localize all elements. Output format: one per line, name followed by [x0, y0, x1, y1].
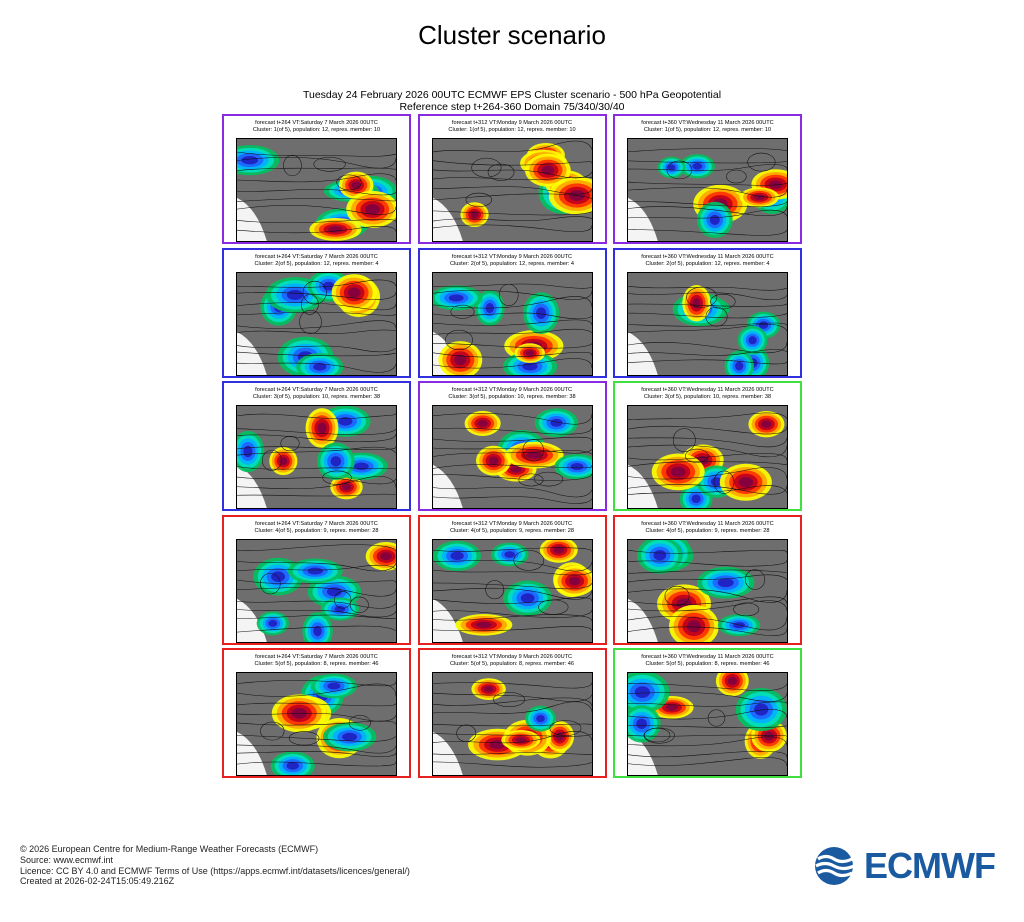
footer: © 2026 European Centre for Medium-Range … [20, 844, 410, 887]
geopotential-anomaly-map [236, 538, 397, 643]
panel-cluster-label: Cluster: 1(of 5), population: 12, repres… [643, 127, 772, 133]
cluster-panel: forecast t+264 VT:Saturday 7 March 2026 … [222, 114, 411, 244]
geopotential-anomaly-map [236, 271, 397, 376]
cluster-panel: forecast t+264 VT:Saturday 7 March 2026 … [222, 514, 411, 645]
logo-text: ECMWF [864, 845, 996, 886]
cluster-panel: forecast t+312 VT:Monday 9 March 2026 00… [417, 247, 607, 378]
cluster-panel: forecast t+312 VT:Monday 9 March 2026 00… [417, 648, 607, 778]
geopotential-anomaly-map [431, 405, 593, 509]
chart-subtitle: Tuesday 24 February 2026 00UTC ECMWF EPS… [302, 89, 722, 101]
panel-forecast-label: forecast t+360 VT:Wednesday 11 March 202… [641, 520, 774, 527]
panel-cluster-label: Cluster: 2(of 5), population: 12, repres… [645, 260, 770, 267]
ecmwf-logo: ECMWF [812, 846, 1008, 886]
cluster-panel-grid: forecast t+264 VT:Saturday 7 March 2026 … [222, 114, 802, 778]
footer-source: Source: www.ecmwf.int [20, 854, 114, 865]
panel-forecast-label: forecast t+360 VT:Wednesday 11 March 202… [641, 654, 774, 660]
cluster-panel: forecast t+360 VT:Wednesday 11 March 202… [613, 514, 802, 645]
panel-forecast-label: forecast t+360 VT:Wednesday 11 March 202… [641, 120, 774, 126]
cluster-panel: forecast t+312 VT:Monday 9 March 2026 00… [417, 114, 607, 244]
panel-forecast-label: forecast t+360 VT:Wednesday 11 March 202… [641, 253, 774, 260]
cluster-panel: forecast t+360 VT:Wednesday 11 March 202… [613, 381, 802, 511]
geopotential-anomaly-map [627, 138, 788, 242]
geopotential-anomaly-map [431, 138, 593, 242]
panel-forecast-label: forecast t+312 VT:Monday 9 March 2026 00… [451, 520, 573, 527]
footer-created: Created at 2026-02-24T15:05:49.216Z [20, 876, 175, 887]
cluster-panel: forecast t+312 VT:Monday 9 March 2026 00… [417, 514, 607, 645]
panel-cluster-label: Cluster: 4(of 5), population: 9, repres.… [449, 527, 575, 534]
cluster-panel: forecast t+360 VT:Wednesday 11 March 202… [613, 114, 802, 244]
geopotential-anomaly-map [431, 672, 593, 776]
panel-forecast-label: forecast t+312 VT:Monday 9 March 2026 00… [451, 654, 573, 660]
panel-cluster-label: Cluster: 5(of 5), population: 8, repres.… [645, 661, 770, 667]
panel-cluster-label: Cluster: 3(of 5), population: 10, repres… [448, 394, 576, 400]
panel-forecast-label: forecast t+264 VT:Saturday 7 March 2026 … [255, 520, 378, 527]
geopotential-anomaly-map [627, 405, 788, 509]
panel-cluster-label: Cluster: 3(of 5), population: 10, repres… [252, 394, 381, 400]
geopotential-anomaly-map [236, 405, 397, 509]
geopotential-anomaly-map [431, 538, 593, 643]
geopotential-anomaly-map [431, 271, 593, 376]
footer-licence: Licence: CC BY 4.0 and ECMWF Terms of Us… [20, 865, 410, 876]
panel-forecast-label: forecast t+312 VT:Monday 9 March 2026 00… [451, 120, 573, 126]
panel-cluster-label: Cluster: 1(of 5), population: 12, repres… [448, 127, 576, 133]
geopotential-anomaly-map [236, 138, 397, 242]
chart-reference-step: Reference step t+264-360 Domain 75/340/3… [399, 101, 625, 113]
page-title: Cluster scenario [418, 20, 606, 50]
cluster-panel: forecast t+264 VT:Saturday 7 March 2026 … [222, 381, 411, 511]
cluster-panel: forecast t+360 VT:Wednesday 11 March 202… [613, 648, 802, 778]
panel-forecast-label: forecast t+264 VT:Saturday 7 March 2026 … [255, 253, 378, 260]
cluster-panel: forecast t+264 VT:Saturday 7 March 2026 … [222, 247, 411, 378]
panel-cluster-label: Cluster: 2(of 5), population: 12, repres… [254, 260, 379, 267]
panel-cluster-label: Cluster: 4(of 5), population: 9, repres.… [645, 527, 770, 534]
panel-cluster-label: Cluster: 4(of 5), population: 9, repres.… [254, 527, 379, 534]
panel-forecast-label: forecast t+264 VT:Saturday 7 March 2026 … [255, 387, 378, 393]
footer-copyright: © 2026 European Centre for Medium-Range … [20, 844, 319, 854]
panel-forecast-label: forecast t+264 VT:Saturday 7 March 2026 … [255, 120, 378, 126]
cluster-panel: forecast t+264 VT:Saturday 7 March 2026 … [222, 648, 411, 778]
panel-forecast-label: forecast t+360 VT:Wednesday 11 March 202… [641, 387, 774, 393]
panel-cluster-label: Cluster: 5(of 5), population: 8, repres.… [449, 661, 575, 667]
panel-forecast-label: forecast t+264 VT:Saturday 7 March 2026 … [255, 654, 378, 660]
geopotential-anomaly-map [627, 538, 788, 643]
geopotential-anomaly-map [627, 271, 788, 376]
panel-cluster-label: Cluster: 1(of 5), population: 12, repres… [252, 127, 381, 133]
panel-cluster-label: Cluster: 2(of 5), population: 12, repres… [449, 260, 575, 267]
cluster-panel: forecast t+312 VT:Monday 9 March 2026 00… [417, 381, 607, 511]
panel-forecast-label: forecast t+312 VT:Monday 9 March 2026 00… [451, 387, 573, 393]
ecmwf-waves-icon [815, 847, 855, 885]
cluster-panel: forecast t+360 VT:Wednesday 11 March 202… [613, 247, 802, 378]
geopotential-anomaly-map [236, 672, 397, 776]
panel-cluster-label: Cluster: 5(of 5), population: 8, repres.… [254, 661, 379, 667]
panel-cluster-label: Cluster: 3(of 5), population: 10, repres… [643, 394, 772, 400]
panel-forecast-label: forecast t+312 VT:Monday 9 March 2026 00… [451, 253, 573, 260]
geopotential-anomaly-map [627, 672, 788, 776]
